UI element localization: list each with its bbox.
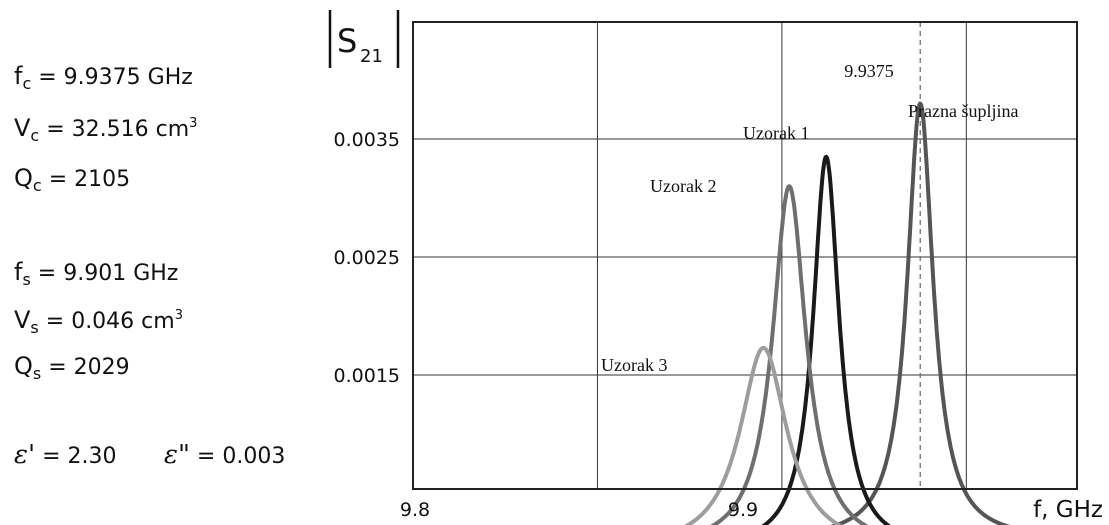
- param-eps-imag-symbol: ε: [164, 440, 178, 470]
- param-eps-imag-value: = 0.003: [196, 444, 286, 469]
- param-vc: Vc = 32.516 cm3: [14, 114, 197, 145]
- x-axis-label: f, GHz: [1033, 497, 1103, 523]
- y-tick-label: 0.0015: [334, 365, 400, 387]
- param-qs: Qs = 2029: [14, 352, 130, 383]
- param-fs-value: = 9.901 GHz: [37, 261, 179, 286]
- chart-series: [683, 101, 1011, 525]
- param-fc-symbol: f: [14, 62, 23, 90]
- series-line-uzorak-3: [683, 345, 843, 525]
- series-label-prazna-supljina: Prazna šupljina: [908, 101, 1018, 121]
- param-qs-value: = 2029: [48, 355, 130, 380]
- chart-grid: [413, 22, 1077, 489]
- param-vs-symbol: V: [14, 306, 31, 334]
- series-label-uzorak-3: Uzorak 3: [601, 355, 667, 375]
- y-tick-label: 0.0025: [334, 247, 400, 269]
- series-label-uzorak-1: Uzorak 1: [743, 123, 809, 143]
- y-axis-label-subscript: 21: [360, 46, 383, 67]
- param-eps-real-symbol: ε: [14, 440, 28, 470]
- y-axis-label: S 21: [328, 10, 400, 68]
- param-vc-subscript: c: [30, 126, 40, 145]
- param-qc-symbol: Q: [14, 164, 33, 192]
- param-eps-real: ε' = 2.30: [14, 440, 117, 470]
- series-line-uzorak-2: [710, 184, 869, 525]
- param-fc-subscript: c: [22, 74, 32, 93]
- param-vc-symbol: V: [14, 114, 31, 142]
- series-line-uzorak-1: [761, 154, 891, 525]
- param-qs-subscript: s: [32, 364, 42, 383]
- param-eps-real-value: = 2.30: [42, 444, 117, 469]
- param-vs: Vs = 0.046 cm3: [14, 306, 183, 337]
- parameter-panel: fc = 9.9375 GHz Vc = 32.516 cm3 Qc = 210…: [0, 0, 330, 525]
- param-eps-imag-prime: ": [177, 440, 190, 470]
- param-fc: fc = 9.9375 GHz: [14, 62, 193, 93]
- series-label-uzorak-2: Uzorak 2: [650, 176, 716, 196]
- param-fs: fs = 9.901 GHz: [14, 258, 178, 289]
- param-qs-symbol: Q: [14, 352, 33, 380]
- x-tick-label: 9.9: [728, 499, 758, 521]
- param-fc-value: = 9.9375 GHz: [38, 65, 193, 90]
- marker-value-label: 9.9375: [844, 61, 894, 81]
- param-fs-symbol: f: [14, 258, 23, 286]
- param-qc-subscript: c: [32, 176, 42, 195]
- param-vs-superscript: 3: [174, 308, 183, 323]
- x-tick-label: 9.8: [400, 499, 430, 521]
- param-vs-subscript: s: [30, 318, 39, 337]
- y-axis-label-text: S: [337, 22, 357, 60]
- plot-frame: [412, 21, 1078, 490]
- param-fs-subscript: s: [22, 270, 31, 289]
- param-vc-value: = 32.516 cm: [46, 117, 190, 142]
- param-vc-superscript: 3: [189, 116, 198, 131]
- param-qc: Qc = 2105: [14, 164, 130, 195]
- param-eps-real-prime: ': [27, 440, 36, 470]
- series-line-prazna-upljina: [830, 101, 1011, 525]
- param-vs-value: = 0.046 cm: [45, 309, 175, 334]
- y-tick-label: 0.0035: [334, 129, 400, 151]
- param-eps-imag: ε" = 0.003: [164, 440, 285, 470]
- param-qc-value: = 2105: [48, 167, 131, 192]
